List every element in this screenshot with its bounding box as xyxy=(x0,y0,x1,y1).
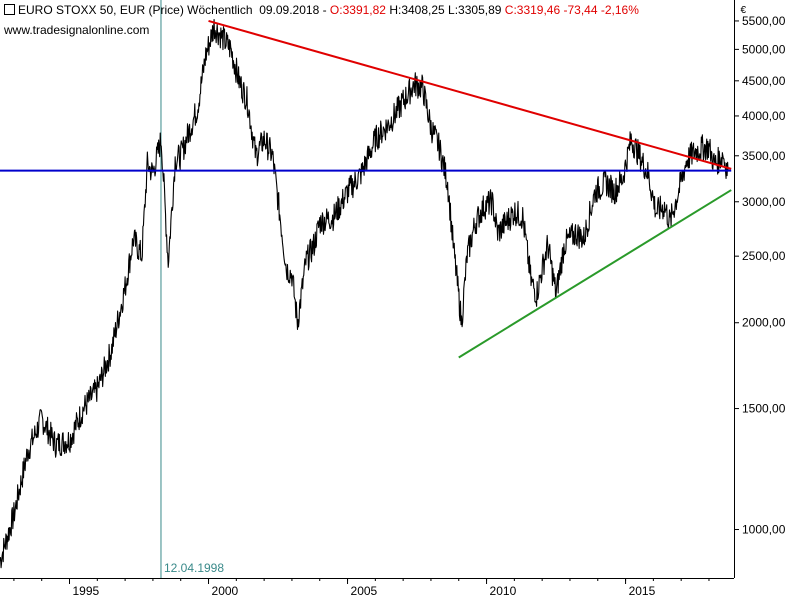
high-value: H:3408,25 xyxy=(389,3,445,17)
chart-options-icon[interactable] xyxy=(4,4,15,15)
close-change-value: C:3319,46 -73,44 -2,16% xyxy=(504,3,639,17)
y-tick-label: 1000,00 xyxy=(742,523,786,537)
open-value: O:3391,82 xyxy=(329,3,386,17)
header-date: 09.09.2018 xyxy=(259,3,320,17)
x-tick-label: 2000 xyxy=(212,584,239,598)
y-tick-label: 4500,00 xyxy=(742,74,786,88)
plot-area xyxy=(0,0,734,578)
chart-header: EURO STOXX 50, EUR (Price) Wöchentlich 0… xyxy=(4,3,639,17)
vertical-marker-group: 12.04.1998 xyxy=(160,0,224,578)
website-link[interactable]: www.tradesignalonline.com xyxy=(4,23,150,37)
price-series xyxy=(0,18,729,569)
y-tick-label: 2500,00 xyxy=(742,249,786,263)
trend-lines xyxy=(0,19,732,359)
currency-symbol: € xyxy=(740,5,746,16)
y-tick-label: 5000,00 xyxy=(742,42,786,56)
y-tick-label: 3500,00 xyxy=(742,149,786,163)
instrument-name: EURO STOXX 50, EUR (Price) Wöchentlich xyxy=(18,3,253,17)
x-tick-label: 1995 xyxy=(73,584,100,598)
x-tick-label: 2015 xyxy=(629,584,656,598)
x-tick-label: 2010 xyxy=(490,584,517,598)
y-axis: 1000,00 1500,00 2000,00 2500,00 3000,00 3500,… xyxy=(734,14,786,537)
x-axis: 1995 2000 2005 2010 2015 xyxy=(13,578,710,598)
resistance-line[interactable] xyxy=(208,19,732,170)
y-tick-label: 2000,00 xyxy=(742,316,786,330)
y-tick-label: 3000,00 xyxy=(742,195,786,209)
y-tick-label: 1500,00 xyxy=(742,402,786,416)
vertical-marker-label: 12.04.1998 xyxy=(164,561,224,575)
support-line[interactable] xyxy=(458,189,732,359)
y-tick-label: 4000,00 xyxy=(742,109,786,123)
y-tick-label: 5500,00 xyxy=(742,14,786,28)
low-value: L:3305,89 xyxy=(448,3,502,17)
price-line xyxy=(0,18,729,569)
x-tick-label: 2005 xyxy=(351,584,378,598)
